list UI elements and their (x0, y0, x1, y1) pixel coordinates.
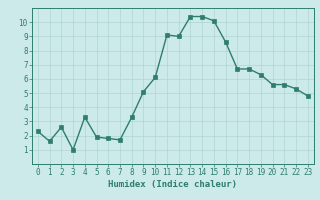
X-axis label: Humidex (Indice chaleur): Humidex (Indice chaleur) (108, 180, 237, 189)
